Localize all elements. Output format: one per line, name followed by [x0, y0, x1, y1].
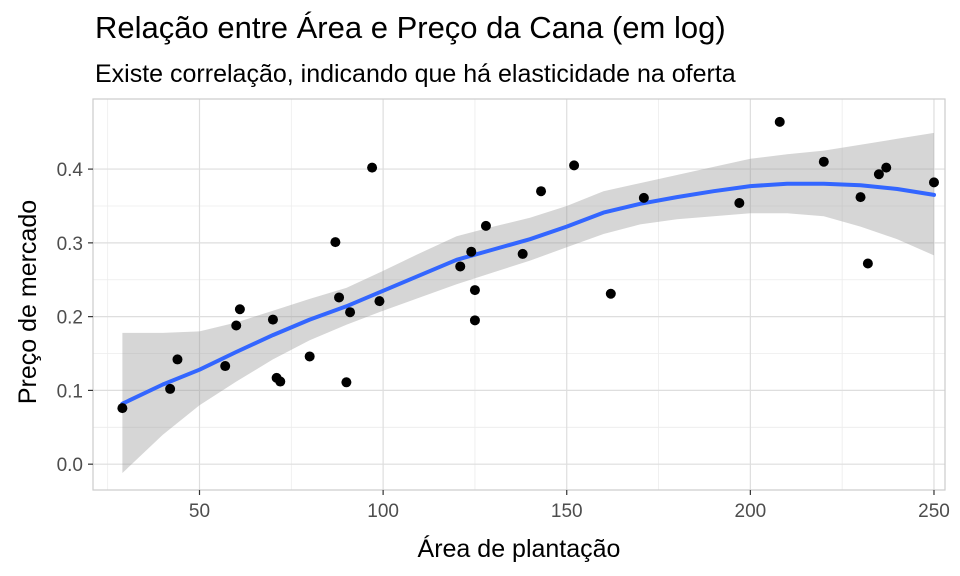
data-point: [569, 160, 580, 171]
data-point: [267, 314, 278, 325]
x-tick-label: 250: [918, 501, 950, 522]
data-point: [345, 307, 356, 318]
data-point: [517, 248, 528, 259]
y-tick-label: 0.3: [57, 234, 83, 255]
y-axis-label: Preço de mercado: [14, 200, 42, 404]
x-tick-label: 100: [367, 501, 399, 522]
data-point: [341, 377, 352, 388]
data-point: [855, 192, 866, 203]
x-tick-label: 200: [735, 501, 767, 522]
data-point: [455, 261, 466, 272]
data-point: [873, 169, 884, 180]
data-point: [469, 285, 480, 296]
y-tick-label: 0.2: [57, 308, 83, 329]
data-point: [220, 361, 231, 372]
data-point: [330, 237, 341, 248]
data-points: [117, 116, 939, 414]
data-point: [862, 258, 873, 269]
data-point: [605, 288, 616, 299]
data-point: [881, 162, 892, 173]
y-tick-label: 0.4: [57, 160, 84, 181]
data-point: [334, 292, 345, 303]
x-tick-label: 50: [189, 501, 210, 522]
data-point: [374, 296, 385, 307]
data-point: [469, 315, 480, 326]
x-axis-ticks: 50 100 150 200 250: [189, 490, 950, 522]
chart-title: Relação entre Área e Preço da Cana (em l…: [95, 10, 726, 45]
data-point: [165, 383, 176, 394]
data-point: [367, 162, 378, 173]
data-point: [480, 220, 491, 231]
data-point: [275, 376, 286, 387]
chart-subtitle: Existe correlação, indicando que há elas…: [95, 60, 736, 88]
data-point: [818, 156, 829, 167]
smooth-line: [120, 181, 936, 406]
y-axis-ticks: 0.0 0.1 0.2 0.3 0.4: [57, 160, 93, 476]
plot-panel-border: [92, 98, 946, 491]
data-point: [231, 320, 242, 331]
confidence-band: [122, 132, 934, 473]
data-point: [466, 246, 477, 257]
data-point: [234, 304, 245, 315]
data-point: [536, 186, 547, 197]
grid-lines: [93, 99, 945, 490]
data-point: [928, 177, 939, 188]
data-point: [304, 351, 315, 362]
x-tick-label: 150: [551, 501, 583, 522]
y-tick-label: 0.0: [57, 455, 83, 476]
y-tick-label: 0.1: [57, 381, 83, 402]
data-point: [774, 116, 785, 127]
x-axis-label: Área de plantação: [418, 534, 621, 563]
data-point: [172, 354, 183, 365]
data-point: [734, 198, 745, 209]
data-point: [638, 192, 649, 203]
data-point: [117, 403, 128, 414]
